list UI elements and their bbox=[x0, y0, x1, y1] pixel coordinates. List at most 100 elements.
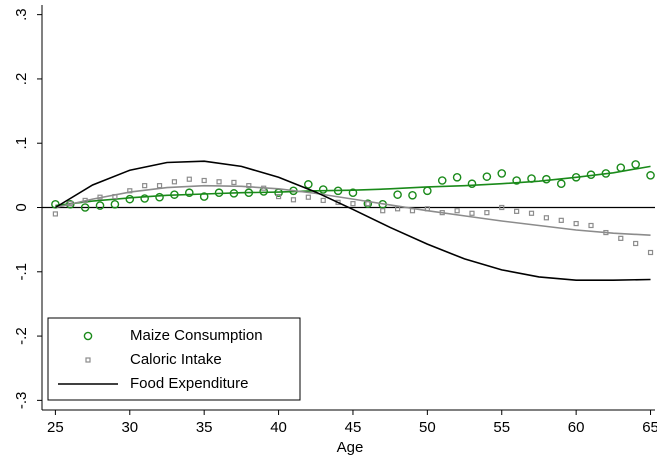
point bbox=[140, 194, 149, 203]
point bbox=[52, 211, 58, 217]
point bbox=[408, 190, 417, 200]
point bbox=[423, 186, 432, 196]
point bbox=[467, 179, 477, 189]
point bbox=[125, 194, 135, 204]
legend-symbol bbox=[83, 331, 93, 341]
x-tick-label: 60 bbox=[568, 419, 585, 436]
point bbox=[646, 171, 655, 180]
legend-label: Caloric Intake bbox=[130, 351, 222, 368]
point bbox=[231, 179, 237, 186]
y-tick-label: -.2 bbox=[13, 327, 30, 345]
point bbox=[380, 208, 386, 214]
x-tick-label: 45 bbox=[345, 419, 362, 436]
point bbox=[350, 201, 356, 207]
point bbox=[497, 169, 507, 178]
y-tick-label: .1 bbox=[13, 137, 30, 150]
point bbox=[186, 176, 192, 182]
point bbox=[333, 186, 343, 196]
point bbox=[156, 183, 163, 189]
x-tick-label: 40 bbox=[270, 419, 287, 436]
x-tick-label: 25 bbox=[47, 419, 64, 436]
point bbox=[97, 194, 103, 200]
point bbox=[469, 210, 475, 216]
legend-label: Maize Consumption bbox=[130, 327, 263, 344]
x-tick-label: 35 bbox=[196, 419, 213, 436]
point bbox=[229, 189, 239, 198]
point bbox=[216, 179, 222, 185]
point bbox=[142, 183, 148, 189]
point bbox=[409, 208, 416, 214]
point bbox=[482, 172, 492, 181]
legend-label: Food Expenditure bbox=[130, 375, 248, 392]
point bbox=[618, 235, 624, 241]
point bbox=[244, 188, 254, 198]
point bbox=[601, 169, 611, 178]
point bbox=[199, 192, 209, 201]
point bbox=[365, 201, 371, 207]
point bbox=[318, 185, 328, 194]
point bbox=[512, 176, 521, 185]
x-axis-label: Age bbox=[337, 439, 364, 456]
point bbox=[571, 172, 581, 182]
point bbox=[586, 170, 596, 180]
x-tick-label: 30 bbox=[121, 419, 138, 436]
x-tick-label: 50 bbox=[419, 419, 436, 436]
point bbox=[95, 201, 105, 210]
point bbox=[542, 174, 551, 184]
point bbox=[393, 190, 402, 199]
point bbox=[439, 210, 445, 216]
y-tick-label: -.1 bbox=[13, 263, 30, 281]
point bbox=[514, 208, 520, 214]
point bbox=[631, 160, 640, 169]
point bbox=[616, 163, 626, 172]
point bbox=[603, 229, 609, 236]
point bbox=[452, 172, 462, 182]
fit-line bbox=[55, 184, 651, 236]
point bbox=[184, 188, 194, 198]
point bbox=[437, 176, 447, 185]
point bbox=[499, 204, 505, 211]
point bbox=[305, 194, 311, 200]
fit-line bbox=[55, 165, 651, 207]
point bbox=[214, 188, 224, 198]
y-tick-label: .3 bbox=[13, 8, 30, 21]
point bbox=[363, 199, 373, 208]
point bbox=[543, 215, 549, 221]
point bbox=[110, 199, 120, 209]
point bbox=[155, 192, 164, 202]
y-tick-label: .2 bbox=[13, 73, 30, 86]
point bbox=[633, 240, 639, 247]
y-tick-label: -.3 bbox=[13, 392, 30, 410]
x-tick-label: 55 bbox=[493, 419, 510, 436]
point bbox=[80, 203, 90, 212]
point bbox=[201, 177, 207, 184]
point bbox=[647, 249, 654, 256]
y-tick-label: 0 bbox=[13, 203, 30, 211]
point bbox=[424, 206, 430, 212]
point bbox=[484, 210, 490, 216]
point bbox=[348, 188, 358, 198]
point bbox=[290, 197, 297, 203]
point bbox=[527, 174, 536, 183]
legend-symbol bbox=[85, 357, 91, 363]
point bbox=[573, 220, 579, 227]
point bbox=[558, 217, 564, 223]
point bbox=[304, 180, 313, 189]
x-tick-label: 65 bbox=[642, 419, 657, 436]
point bbox=[275, 193, 282, 200]
point bbox=[261, 185, 267, 191]
point bbox=[246, 183, 252, 189]
point bbox=[51, 199, 60, 209]
fit-line bbox=[54, 160, 651, 281]
point bbox=[170, 190, 179, 199]
point bbox=[82, 197, 88, 204]
point bbox=[528, 210, 535, 216]
point bbox=[127, 188, 133, 194]
point bbox=[171, 179, 178, 185]
point bbox=[67, 201, 73, 207]
point bbox=[454, 208, 460, 214]
point bbox=[588, 222, 594, 229]
point bbox=[556, 179, 566, 189]
point bbox=[320, 197, 326, 204]
